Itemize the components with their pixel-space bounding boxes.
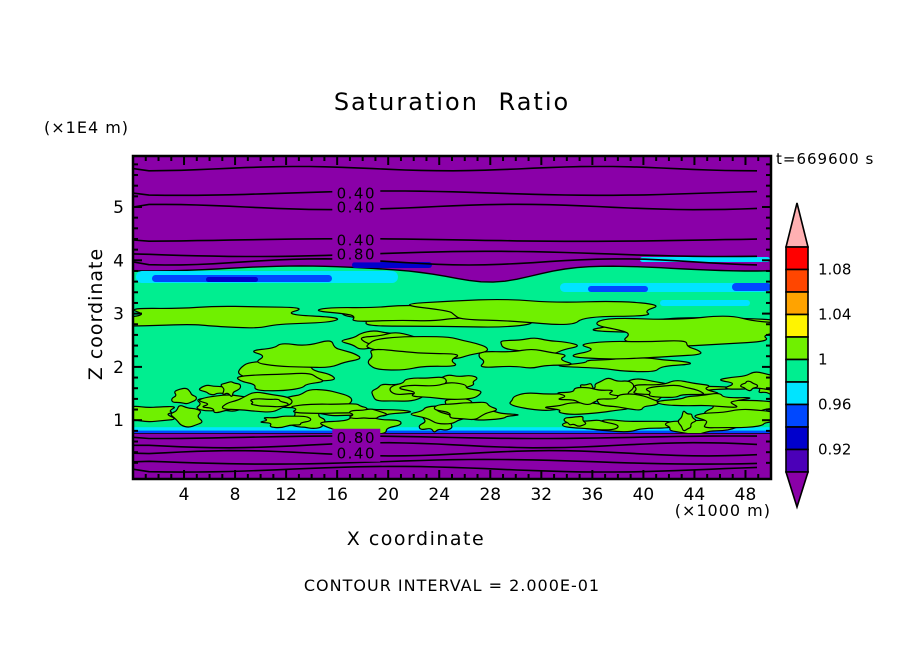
svg-text:0.92: 0.92: [818, 441, 851, 459]
page-title: Saturation Ratio: [333, 88, 571, 116]
x-axis-unit-label: (×1000 m): [674, 501, 771, 520]
svg-text:1.04: 1.04: [818, 306, 851, 324]
svg-text:44: 44: [684, 485, 706, 505]
svg-text:24: 24: [428, 485, 450, 505]
y-tick-labels: 1 2 3 4 5: [113, 198, 124, 431]
plot-border: [131, 154, 773, 481]
svg-text:28: 28: [479, 485, 501, 505]
svg-text:0.40: 0.40: [337, 445, 376, 463]
svg-text:0.40: 0.40: [337, 185, 376, 203]
contour-lines: [133, 165, 758, 473]
contour-interval-note: CONTOUR INTERVAL = 2.000E-01: [303, 576, 601, 595]
svg-text:1: 1: [818, 351, 828, 369]
colorbar-labels: 1.08 1.04 1 0.96 0.92: [818, 261, 851, 459]
svg-text:0.96: 0.96: [818, 396, 851, 414]
svg-text:32: 32: [530, 485, 552, 505]
y-axis-unit-label: (×1E4 m): [44, 118, 130, 137]
svg-text:0.40: 0.40: [337, 232, 376, 250]
svg-text:2: 2: [113, 358, 124, 378]
svg-text:1.08: 1.08: [818, 261, 851, 279]
supersaturated-blobs: [133, 298, 771, 433]
colorbar: [784, 202, 810, 510]
x-axis-title: X coordinate: [346, 528, 486, 550]
svg-text:0.80: 0.80: [337, 429, 376, 447]
svg-text:1: 1: [113, 411, 124, 431]
svg-text:20: 20: [377, 485, 399, 505]
svg-text:4: 4: [113, 251, 124, 271]
svg-text:5: 5: [113, 198, 124, 218]
svg-text:8: 8: [230, 485, 241, 505]
svg-text:16: 16: [326, 485, 348, 505]
svg-text:12: 12: [275, 485, 297, 505]
svg-text:40: 40: [633, 485, 655, 505]
svg-text:48: 48: [735, 485, 757, 505]
svg-text:36: 36: [582, 485, 604, 505]
time-stamp-label: t=669600 s: [776, 150, 875, 168]
svg-text:0.40: 0.40: [337, 199, 376, 217]
svg-text:3: 3: [113, 305, 124, 325]
svg-text:4: 4: [179, 485, 190, 505]
contour-labels: 0.400.400.400.800.800.40: [332, 184, 381, 463]
x-tick-labels: 4 8 12 16 20 24 28 32 36 40 44 48: [179, 485, 757, 505]
svg-text:0.80: 0.80: [337, 245, 376, 263]
